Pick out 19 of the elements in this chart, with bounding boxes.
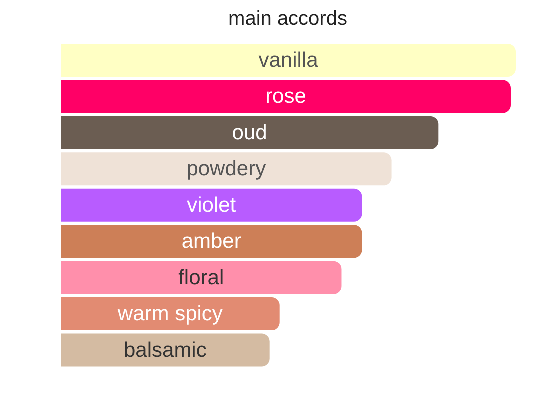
bar [61, 116, 439, 150]
y-tick-label: violet [187, 194, 236, 217]
chart-title: main accords [228, 8, 348, 31]
bar [61, 80, 511, 114]
y-tick-label: floral [178, 266, 224, 290]
bar [61, 261, 342, 294]
bar [61, 152, 392, 186]
bar [61, 298, 280, 331]
y-tick-label: balsamic [124, 338, 207, 362]
y-tick-label: powdery [186, 158, 267, 181]
bar [61, 225, 362, 258]
y-tick-label: amber [182, 230, 242, 254]
bar [61, 44, 516, 77]
y-tick-label: warm spicy [116, 302, 224, 326]
y-tick-label: oud [232, 121, 268, 144]
y-tick-label: vanilla [258, 49, 319, 72]
bar [61, 188, 362, 222]
bar [61, 334, 270, 367]
y-tick-label: rose [266, 85, 306, 108]
